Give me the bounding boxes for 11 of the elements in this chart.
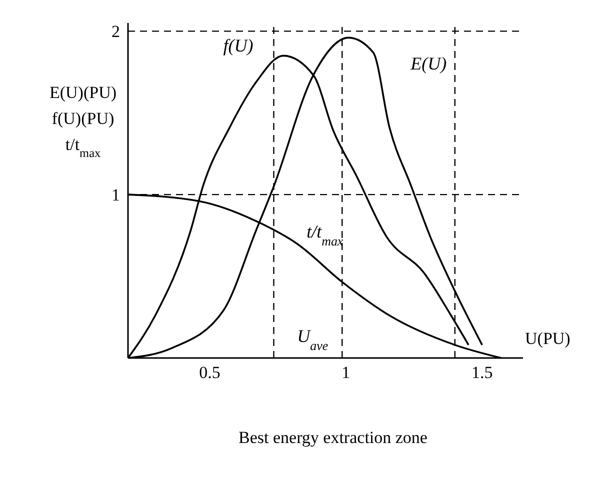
- x-tick-label: 0.5: [199, 363, 220, 382]
- series-label: f(U): [223, 36, 254, 56]
- y-axis-title: E(U)(PU) f(U)(PU) t/t$_{max}$: [49, 83, 117, 160]
- series-label: E(U): [410, 54, 447, 74]
- x-tick-label: 1: [342, 363, 350, 382]
- text: Best energy extraction zone: [238, 428, 428, 448]
- x-axis-title: U(PU): [525, 329, 570, 348]
- ref-line-label: U$_{ave}$: [297, 326, 328, 352]
- series-label: t/t$_{max}$: [306, 222, 344, 248]
- x-tick-label: 1.5: [472, 363, 493, 382]
- y-tick-label: 2: [112, 22, 120, 42]
